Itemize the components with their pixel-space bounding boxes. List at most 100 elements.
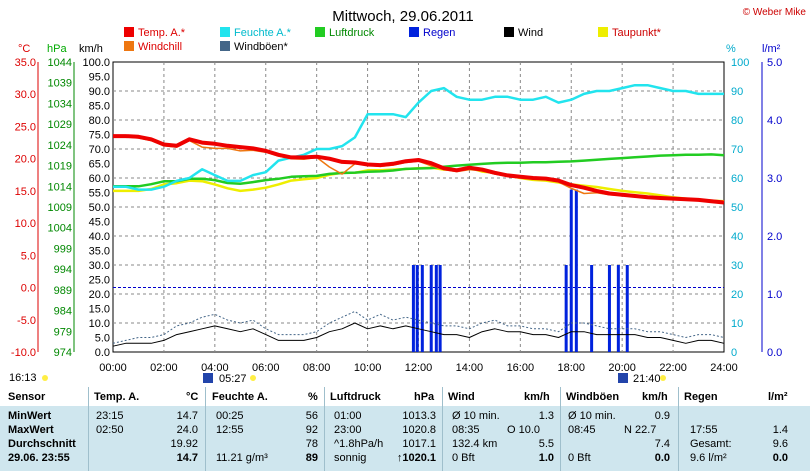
- kmh-tick-label: 35.0: [89, 246, 110, 258]
- temp-tick-label: -10.0: [11, 347, 36, 359]
- table-cell-l-time: ^1.8hPa/h: [334, 437, 383, 451]
- kmh-tick-label: 45.0: [89, 217, 110, 229]
- sunset-icon: [618, 373, 628, 383]
- kmh-tick-label: 65.0: [89, 159, 110, 171]
- copyright-text: © Weber Mike: [743, 7, 807, 18]
- pct-tick-label: 100: [731, 57, 749, 69]
- table-cell-t-val: 24.0: [177, 423, 198, 437]
- table-cell-f-time: 00:25: [216, 409, 244, 423]
- hpa-tick-label: 1014: [48, 181, 72, 193]
- kmh-tick-label: 60.0: [89, 173, 110, 185]
- kmh-tick-label: 25.0: [89, 275, 110, 287]
- header-luftdruck: Luftdruck: [330, 390, 381, 404]
- kmh-tick-label: 90.0: [89, 86, 110, 98]
- x-tick-label: 12:00: [405, 362, 433, 374]
- left-time-label: 16:13: [9, 372, 37, 384]
- legend-label: Windböen*: [234, 41, 289, 53]
- col-divider: [678, 387, 679, 471]
- rain-tick-label: 5.0: [767, 57, 782, 69]
- regen-bar: [575, 190, 578, 352]
- hpa-tick-label: 979: [54, 326, 72, 338]
- regen-bar: [626, 265, 629, 352]
- kmh-tick-label: 30.0: [89, 260, 110, 272]
- table-cell-l-val: 1013.3: [402, 409, 436, 423]
- regen-bar: [565, 265, 568, 352]
- x-tick-label: 02:00: [150, 362, 178, 374]
- kmh-tick-label: 85.0: [89, 101, 110, 113]
- pct-tick-label: 10: [731, 318, 743, 330]
- regen-bar: [421, 265, 424, 352]
- pct-tick-label: 50: [731, 202, 743, 214]
- table-cell-t-val: 14.7: [177, 451, 198, 465]
- table-cell-w-a: 0 Bft: [452, 451, 475, 465]
- table-cell-f-val: 92: [306, 423, 318, 437]
- sunrise-icon: [203, 373, 213, 383]
- table-cell-b-b: N 22.7: [624, 423, 656, 437]
- table-cell-r-a: Gesamt:: [690, 437, 732, 451]
- col-divider: [88, 387, 89, 471]
- table-cell-w-b: O 10.0: [507, 423, 540, 437]
- pct-tick-label: 30: [731, 260, 743, 272]
- header-windboeen: Windböen: [566, 390, 619, 404]
- x-tick-label: 18:00: [557, 362, 585, 374]
- kmh-axis-label: km/h: [79, 43, 103, 55]
- col-divider: [324, 387, 325, 471]
- legend-swatch: [220, 41, 230, 51]
- kmh-tick-label: 50.0: [89, 202, 110, 214]
- table-cell-f-val: 78: [306, 437, 318, 451]
- chart-title: Mittwoch, 29.06.2011: [332, 8, 473, 25]
- table-cell-w-val: 1.0: [539, 451, 554, 465]
- table-cell-r-val: 1.4: [773, 423, 788, 437]
- header-wind: Wind: [448, 390, 475, 404]
- table-cell-r-val: 9.6: [773, 437, 788, 451]
- temp-tick-label: 10.0: [15, 218, 36, 230]
- kmh-tick-label: 40.0: [89, 231, 110, 243]
- x-tick-label: 00:00: [99, 362, 127, 374]
- table-cell-r-val: 0.0: [773, 451, 788, 465]
- rain-tick-label: 1.0: [767, 289, 782, 301]
- kmh-tick-label: 70.0: [89, 144, 110, 156]
- temp-tick-label: 5.0: [21, 250, 36, 262]
- header-windboeen-unit: km/h: [642, 390, 668, 404]
- legend-label: Windchill: [138, 41, 182, 53]
- hpa-tick-label: 974: [54, 347, 72, 359]
- kmh-tick-label: 0.0: [95, 347, 110, 359]
- table-cell-w-val: 5.5: [539, 437, 554, 451]
- header-regen-unit: l/m²: [768, 390, 788, 404]
- hpa-tick-label: 1004: [48, 223, 72, 235]
- temp-tick-label: 15.0: [15, 186, 36, 198]
- header-wind-unit: km/h: [524, 390, 550, 404]
- table-cell-r-a: 17:55: [690, 423, 718, 437]
- x-tick-label: 16:00: [507, 362, 535, 374]
- legend-swatch: [124, 27, 134, 37]
- table-cell-l-val: 1020.8: [402, 423, 436, 437]
- pct-tick-label: 60: [731, 173, 743, 185]
- header-temp-unit: °C: [186, 390, 198, 404]
- x-tick-label: 08:00: [303, 362, 331, 374]
- header-feuchte-unit: %: [308, 390, 318, 404]
- sun-icon: [42, 375, 48, 381]
- x-tick-label: 14:00: [456, 362, 484, 374]
- col-divider: [205, 387, 206, 471]
- kmh-tick-label: 100.0: [82, 57, 110, 69]
- table-cell-label: MaxWert: [8, 423, 54, 437]
- table-cell-w-a: 08:35: [452, 423, 480, 437]
- hpa-tick-label: 1039: [48, 78, 72, 90]
- kmh-tick-label: 10.0: [89, 318, 110, 330]
- legend-swatch: [409, 27, 419, 37]
- table-cell-w-a: 132.4 km: [452, 437, 497, 451]
- rain-tick-label: 0.0: [767, 347, 782, 359]
- temp-axis-label: °C: [18, 43, 30, 55]
- kmh-tick-label: 20.0: [89, 289, 110, 301]
- regen-bar: [412, 265, 415, 352]
- x-tick-label: 20:00: [608, 362, 636, 374]
- table-cell-t-val: 14.7: [177, 409, 198, 423]
- table-cell-b-val: 0.0: [655, 451, 670, 465]
- rain-tick-label: 2.0: [767, 231, 782, 243]
- col-divider: [442, 387, 443, 471]
- hpa-tick-label: 1009: [48, 202, 72, 214]
- regen-bar: [439, 265, 442, 352]
- hpa-tick-label: 1019: [48, 161, 72, 173]
- table-cell-w-a: Ø 10 min.: [452, 409, 500, 423]
- table-cell-l-time: sonnig: [334, 451, 366, 465]
